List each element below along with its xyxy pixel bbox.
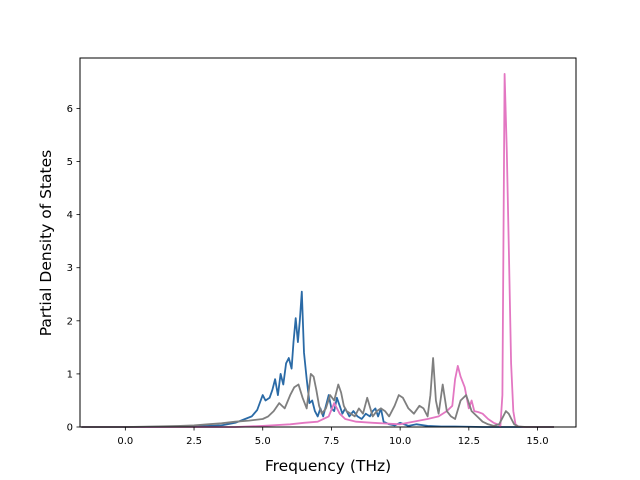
y-tick-label: 1 bbox=[67, 369, 73, 380]
x-tick-label: 15.0 bbox=[526, 436, 548, 447]
series-line-3 bbox=[81, 357, 554, 428]
y-tick-label: 3 bbox=[67, 263, 73, 274]
y-tick-label: 6 bbox=[67, 104, 73, 115]
x-tick-label: 5.0 bbox=[255, 436, 271, 447]
y-axis: 0 1 2 3 4 5 6 bbox=[67, 104, 80, 434]
series-line-1 bbox=[81, 290, 554, 428]
x-axis: 0.0 2.5 5.0 7.5 10.0 12.5 15.0 bbox=[117, 427, 549, 447]
x-tick-label: 7.5 bbox=[323, 436, 339, 447]
y-tick-label: 0 bbox=[67, 423, 73, 434]
x-tick-label: 10.0 bbox=[389, 436, 411, 447]
x-tick-label: 12.5 bbox=[458, 436, 480, 447]
y-tick-label: 5 bbox=[67, 157, 73, 168]
plot-frame bbox=[79, 57, 577, 428]
x-axis-label: Frequency (THz) bbox=[265, 457, 391, 475]
y-tick-label: 4 bbox=[67, 210, 73, 221]
x-tick-label: 0.0 bbox=[117, 436, 133, 447]
y-tick-label: 2 bbox=[67, 316, 73, 327]
series-line-2 bbox=[81, 73, 554, 428]
y-axis-label: Partial Density of States bbox=[37, 150, 55, 336]
series-layer bbox=[81, 73, 554, 428]
x-tick-label: 2.5 bbox=[186, 436, 202, 447]
